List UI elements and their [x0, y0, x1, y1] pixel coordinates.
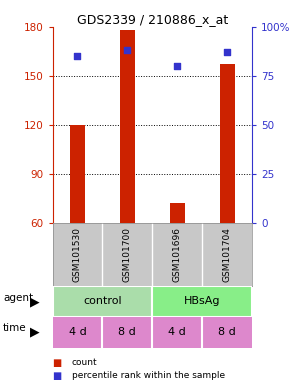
- Text: control: control: [83, 296, 122, 306]
- Bar: [152, 286, 252, 317]
- Text: agent: agent: [3, 293, 33, 303]
- Text: 8 d: 8 d: [218, 327, 236, 337]
- Text: ▶: ▶: [30, 295, 40, 308]
- Text: ■: ■: [52, 358, 62, 368]
- Text: 4 d: 4 d: [168, 327, 186, 337]
- Point: [175, 63, 180, 69]
- Bar: [52, 286, 152, 317]
- Text: ■: ■: [52, 371, 62, 381]
- Bar: [120, 30, 135, 223]
- Point: [125, 47, 130, 53]
- Point: [225, 49, 230, 55]
- Text: GSM101530: GSM101530: [73, 227, 82, 282]
- Text: HBsAg: HBsAg: [184, 296, 220, 306]
- Text: count: count: [72, 358, 98, 367]
- Point: [75, 53, 80, 59]
- Text: GSM101704: GSM101704: [223, 227, 232, 282]
- Text: time: time: [3, 323, 27, 333]
- Text: 8 d: 8 d: [118, 327, 136, 337]
- Text: percentile rank within the sample: percentile rank within the sample: [72, 371, 225, 380]
- Title: GDS2339 / 210886_x_at: GDS2339 / 210886_x_at: [76, 13, 228, 26]
- Text: 4 d: 4 d: [69, 327, 86, 337]
- Bar: [220, 65, 235, 223]
- Text: ▶: ▶: [30, 326, 40, 339]
- Bar: [70, 125, 85, 223]
- Bar: [170, 203, 185, 223]
- Text: GSM101696: GSM101696: [173, 227, 182, 282]
- Text: GSM101700: GSM101700: [123, 227, 132, 282]
